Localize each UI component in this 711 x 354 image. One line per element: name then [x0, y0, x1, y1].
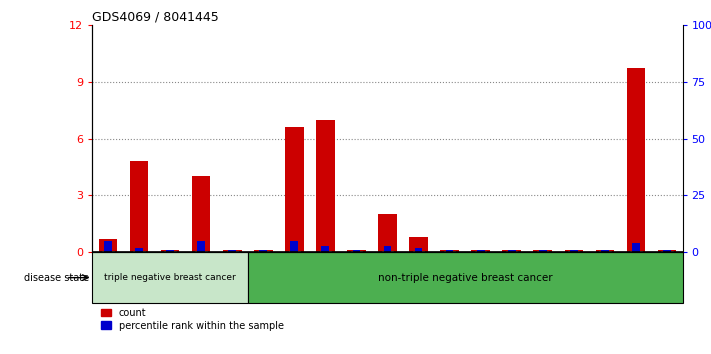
Bar [508, 250, 515, 252]
Bar [92, 252, 247, 303]
Bar [254, 250, 272, 252]
Bar [166, 250, 174, 252]
Bar [135, 248, 143, 252]
Text: GDS4069 / 8041445: GDS4069 / 8041445 [92, 11, 219, 24]
Bar [471, 250, 490, 252]
Bar [223, 250, 242, 252]
Bar [503, 250, 521, 252]
Text: GSM678365: GSM678365 [290, 252, 299, 299]
Text: GSM678364: GSM678364 [259, 252, 268, 299]
Text: GSM678367: GSM678367 [352, 252, 361, 299]
Bar [477, 250, 485, 252]
Bar [539, 250, 547, 252]
Bar [99, 239, 117, 252]
Text: GSM678375: GSM678375 [166, 252, 175, 299]
Text: GSM678368: GSM678368 [383, 252, 392, 299]
Bar [658, 250, 676, 252]
Bar [197, 241, 205, 252]
Bar [415, 248, 422, 252]
Bar [260, 250, 267, 252]
Bar [347, 250, 365, 252]
Text: GSM678382: GSM678382 [228, 252, 237, 298]
Text: triple negative breast cancer: triple negative breast cancer [105, 273, 236, 282]
Text: GSM678376: GSM678376 [538, 252, 547, 299]
Text: GSM678372: GSM678372 [476, 252, 485, 299]
Text: GSM678380: GSM678380 [631, 252, 641, 299]
Text: GSM678379: GSM678379 [600, 252, 609, 299]
Bar [161, 250, 179, 252]
Bar [596, 250, 614, 252]
Bar [285, 127, 304, 252]
Text: non-triple negative breast cancer: non-triple negative breast cancer [378, 273, 552, 282]
Bar [290, 241, 298, 252]
Text: GSM678374: GSM678374 [507, 252, 516, 299]
Text: GSM678369: GSM678369 [104, 252, 112, 299]
Text: GSM678371: GSM678371 [445, 252, 454, 299]
Bar [104, 241, 112, 252]
Bar [378, 215, 397, 252]
Bar [410, 237, 428, 252]
Bar [321, 246, 329, 252]
Bar [192, 177, 210, 252]
Text: GSM678378: GSM678378 [197, 252, 205, 299]
Bar [663, 250, 671, 252]
Bar [446, 250, 454, 252]
Text: GSM678366: GSM678366 [321, 252, 330, 299]
Text: GSM678370: GSM678370 [414, 252, 423, 299]
Bar [316, 120, 335, 252]
Bar [247, 252, 683, 303]
Bar [129, 161, 149, 252]
Bar [565, 250, 583, 252]
Text: GSM678377: GSM678377 [570, 252, 578, 299]
Bar [570, 250, 578, 252]
Text: GSM678381: GSM678381 [663, 252, 671, 298]
Bar [601, 250, 609, 252]
Bar [626, 68, 646, 252]
Text: disease state: disease state [24, 273, 90, 282]
Bar [384, 246, 391, 252]
Bar [228, 250, 236, 252]
Bar [632, 243, 640, 252]
Bar [440, 250, 459, 252]
Bar [533, 250, 552, 252]
Bar [353, 250, 360, 252]
Legend: count, percentile rank within the sample: count, percentile rank within the sample [97, 304, 287, 335]
Text: GSM678373: GSM678373 [134, 252, 144, 299]
